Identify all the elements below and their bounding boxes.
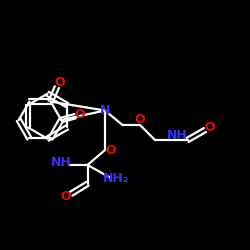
Text: NH: NH — [51, 156, 72, 169]
Text: O: O — [105, 144, 116, 156]
Text: O: O — [135, 113, 145, 126]
Text: O: O — [54, 76, 65, 89]
Text: NH₂: NH₂ — [103, 172, 129, 185]
Text: O: O — [205, 121, 215, 134]
Text: NH: NH — [166, 129, 188, 142]
Text: N: N — [100, 104, 110, 117]
Text: O: O — [74, 108, 85, 121]
Text: O: O — [60, 190, 71, 203]
